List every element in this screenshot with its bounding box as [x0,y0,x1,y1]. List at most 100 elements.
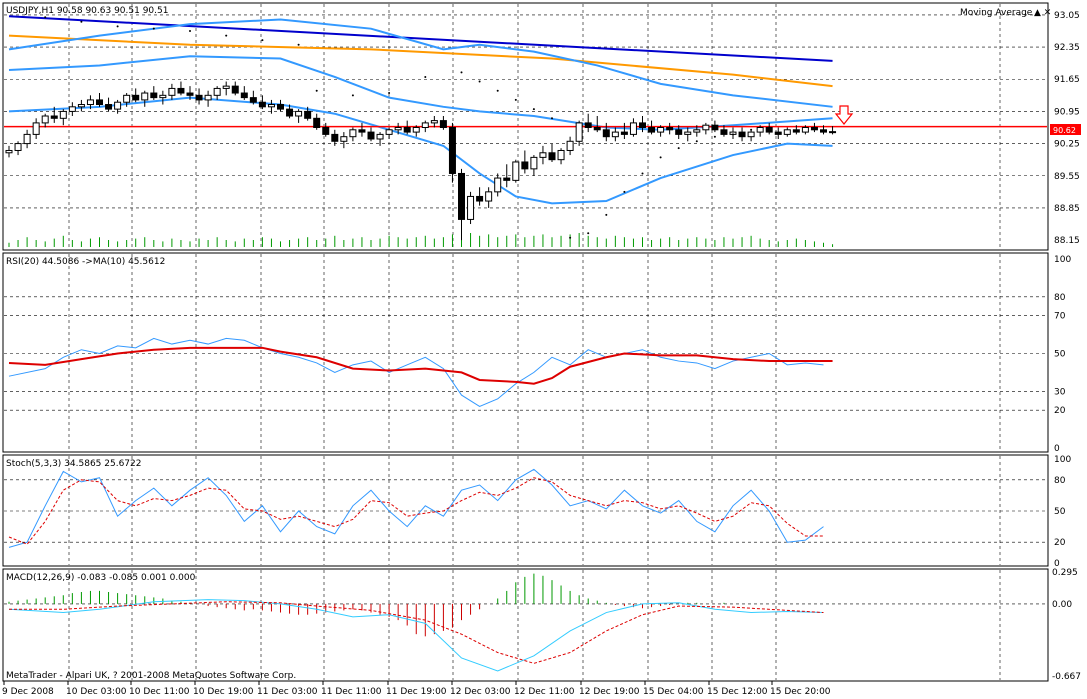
candle-body [666,127,674,131]
candle-body [829,131,837,134]
candle-body [711,124,719,131]
candle-body [521,161,529,170]
candle-body [295,110,303,117]
price-indicator-line [8,96,833,205]
x-tick-label: 12 Dec 11:00 [514,687,575,697]
y-axis-labels: 93.05 92.35 91.65 90.95 90.25 89.55 88.85 88.15… [1052,11,1081,682]
candle-body [430,120,438,124]
candle-body [593,127,601,131]
sar-dot [225,34,228,37]
candle-body [693,129,701,133]
candle-body [503,177,511,181]
sar-dot [532,108,535,111]
stochastic-lines [8,468,824,548]
candle-body [620,131,628,135]
candle-body [340,136,348,142]
sar-dot [297,43,300,46]
stoch-tick-label: 20 [1054,538,1066,548]
price-tick-label: 90.25 [1054,140,1080,150]
rsi-tick-label: 80 [1054,293,1066,303]
x-tick-label: 15 Dec 04:00 [643,687,704,697]
stoch-line [8,468,824,548]
candle-body [313,117,321,129]
candle-body [421,122,429,129]
indicator-close-icon[interactable]: ▲ ✕ [1034,8,1051,18]
indicator-menu-label[interactable]: Moving Average [960,8,1033,18]
candle-body [213,87,221,96]
macd-tick-label: -0.667 [1052,672,1081,682]
stoch-tick-label: 50 [1054,507,1066,517]
x-tick-label: 15 Dec 20:00 [770,687,831,697]
candle-body [240,92,248,99]
sar-dot [768,126,771,129]
candle-body [458,172,465,220]
candle-body [168,87,176,96]
candle-body [123,94,131,103]
candle-body [23,133,31,145]
x-tick-label: 11 Dec 19:00 [386,687,447,697]
x-tick-label: 10 Dec 11:00 [129,687,190,697]
sar-dot [713,135,716,138]
price-tick-label: 88.85 [1054,204,1080,214]
candlesticks [5,81,837,241]
price-tick-label: 91.65 [1054,75,1080,85]
price-tick-label: 93.05 [1054,11,1080,21]
candle-body [367,131,375,140]
candle-body [639,122,646,129]
price-tick-label: 90.95 [1054,107,1080,117]
macd-line [9,601,824,664]
sar-dot [152,27,155,30]
rsi-tick-label: 20 [1054,406,1066,416]
sar-dot [569,236,572,239]
price-tag-bg [1050,124,1081,135]
candle-body [14,143,22,151]
footer-copyright: MetaTrader - Alpari UK, ? 2001-2008 Meta… [6,671,296,681]
candle-body [277,104,284,110]
sar-dot [44,16,47,19]
candle-body [105,104,113,110]
candle-body [59,110,67,119]
stoch-title: Stoch(5,3,3) 34.5865 25.6722 [6,459,141,469]
candle-body [412,127,420,133]
candle-body [322,127,330,135]
candle-body [195,94,203,101]
candle-body [286,108,294,117]
candle-body [792,129,800,133]
macd-title: MACD(12,26,9) -0.083 -0.085 0.001 0.000 [6,573,196,583]
candle-body [657,127,665,133]
candle-body [5,149,13,154]
candle-body [756,127,764,133]
macd-tick-label: 0.295 [1052,568,1078,578]
x-tick-label: 12 Dec 03:00 [450,687,511,697]
rsi-tick-label: 100 [1054,255,1071,265]
x-tick-label: 10 Dec 19:00 [193,687,254,697]
candle-body [575,122,583,142]
stoch-tick-label: 0 [1054,559,1060,569]
sar-dot [587,232,590,235]
candle-body [222,85,230,89]
candle-body [439,120,447,128]
macd-tick-label: 0.00 [1052,600,1072,610]
rsi-line [8,337,824,407]
candle-body [584,122,592,129]
sar-dot [351,94,354,97]
rsi-tick-label: 70 [1054,312,1066,322]
sar-dot [424,75,427,78]
candle-body [114,101,122,110]
sar-dot [514,98,517,101]
candle-body [267,104,275,108]
rsi-lines [8,337,833,407]
candle-body [512,161,520,181]
sar-dot [750,128,753,131]
sar-dot [496,89,499,92]
candle-body [810,127,818,131]
candle-body [602,129,610,138]
candle-body [548,152,556,161]
candle-body [77,104,85,108]
price-indicator-line [8,18,833,108]
rsi-tick-label: 30 [1054,387,1066,397]
sar-dot [116,25,119,28]
volume-bars [8,230,834,247]
sar-dot [641,172,644,175]
candle-body [231,85,239,94]
